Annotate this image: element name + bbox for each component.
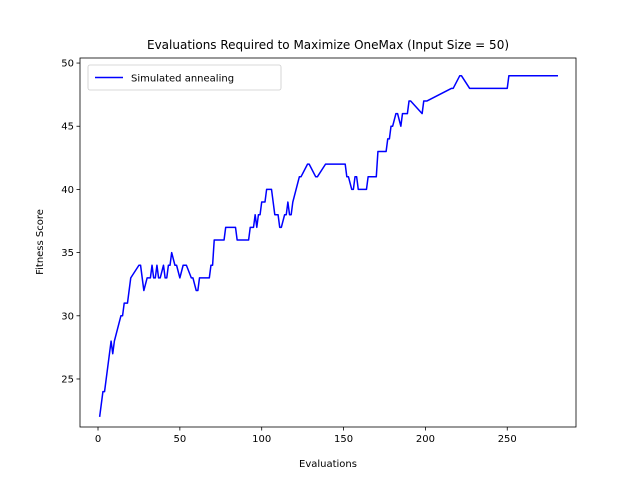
x-tick-label: 150 — [334, 434, 353, 445]
x-tick-label: 200 — [416, 434, 435, 445]
series-line — [98, 74, 558, 417]
y-tick-label: 25 — [61, 374, 74, 385]
chart-title: Evaluations Required to Maximize OneMax … — [147, 38, 509, 52]
legend-box — [87, 64, 282, 91]
x-tick-label: 250 — [498, 434, 517, 445]
y-axis-label: Fitness Score — [35, 209, 46, 275]
legend-label: Simulated annealing — [131, 74, 234, 85]
x-axis-label: Evaluations — [299, 459, 357, 470]
x-tick-label: 100 — [252, 434, 271, 445]
y-tick-label: 30 — [61, 311, 74, 322]
x-tick-label: 50 — [173, 434, 186, 445]
y-tick-label: 45 — [61, 122, 74, 133]
plot-area: 0 50 100 150 200 250 25 30 35 40 45 50 Simulated ann… — [61, 57, 577, 445]
y-tick-label: 35 — [61, 248, 74, 259]
x-tick-label: 0 — [95, 434, 101, 445]
y-tick-label: 50 — [61, 59, 74, 70]
axes-frame — [79, 57, 577, 428]
y-tick-label: 40 — [61, 185, 74, 196]
